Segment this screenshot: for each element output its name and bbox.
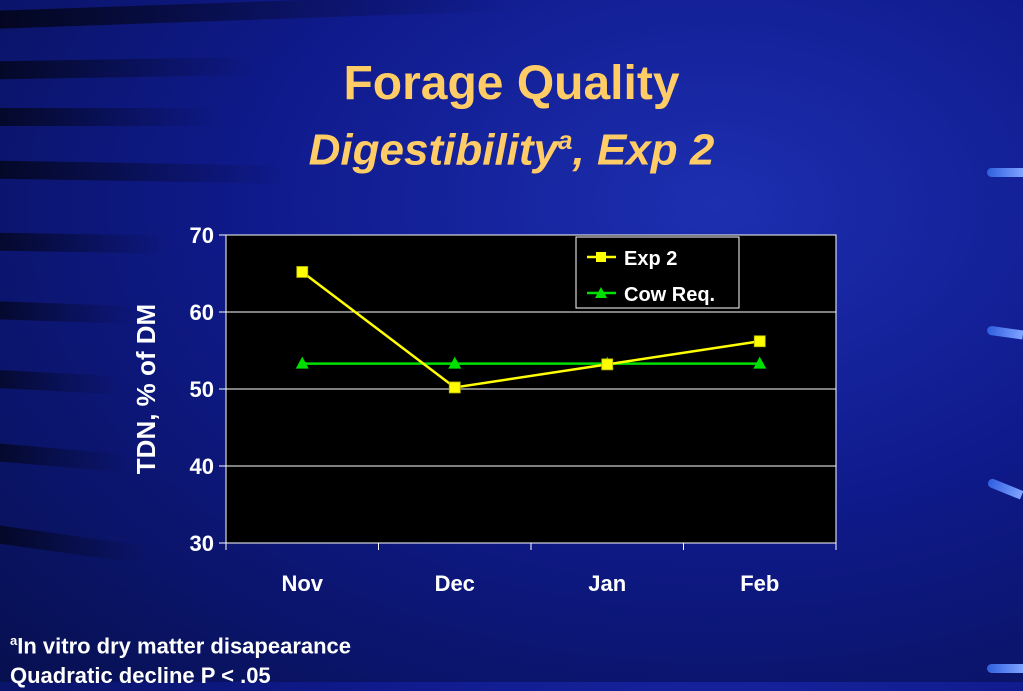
y-tick-label: 50 — [190, 377, 214, 402]
y-tick-label: 30 — [190, 531, 214, 556]
data-point-square — [296, 266, 309, 278]
data-point-square — [448, 381, 461, 394]
y-tick-label: 70 — [190, 223, 214, 248]
subtitle-suffix: , Exp 2 — [572, 125, 715, 175]
data-point-square — [601, 358, 614, 371]
y-tick-label: 40 — [190, 454, 214, 479]
legend-marker-triangle — [595, 287, 607, 298]
subtitle-superscript: a — [558, 125, 573, 155]
legend-marker-square — [596, 252, 606, 262]
accent-bar — [987, 168, 1023, 177]
slide-subtitle: Digestibilitya, Exp 2 — [0, 126, 1023, 175]
x-tick-label: Jan — [588, 571, 626, 596]
x-tick-label: Feb — [740, 571, 779, 596]
data-point-triangle — [295, 356, 309, 369]
data-point-triangle — [448, 356, 462, 369]
footnote-line-2: Quadratic decline P < .05 — [10, 663, 271, 689]
legend-label-cow-req: Cow Req. — [624, 284, 715, 306]
x-tick-label: Nov — [281, 571, 323, 596]
footnote-superscript: a — [10, 633, 18, 648]
legend-label-exp2: Exp 2 — [624, 248, 677, 270]
y-tick-label: 60 — [190, 300, 214, 325]
data-point-triangle — [753, 356, 767, 369]
legend: Exp 2 Cow Req. — [575, 236, 740, 309]
footnote-text-1: In vitro dry matter disapearance — [17, 633, 352, 659]
subtitle-text: Digestibility — [308, 125, 559, 175]
y-axis-label: TDN, % of DM — [131, 304, 161, 474]
background-stripe — [0, 108, 220, 126]
series-line-exp-2 — [301, 270, 760, 389]
accent-bar — [987, 664, 1023, 673]
footnote-line-1: aIn vitro dry matter disapearance — [10, 626, 351, 661]
data-point-square — [753, 335, 766, 348]
footnotes: aIn vitro dry matter disapearance Quadra… — [10, 626, 351, 691]
x-tick-label: Dec — [435, 571, 475, 596]
slide-title: Forage Quality — [343, 57, 680, 110]
